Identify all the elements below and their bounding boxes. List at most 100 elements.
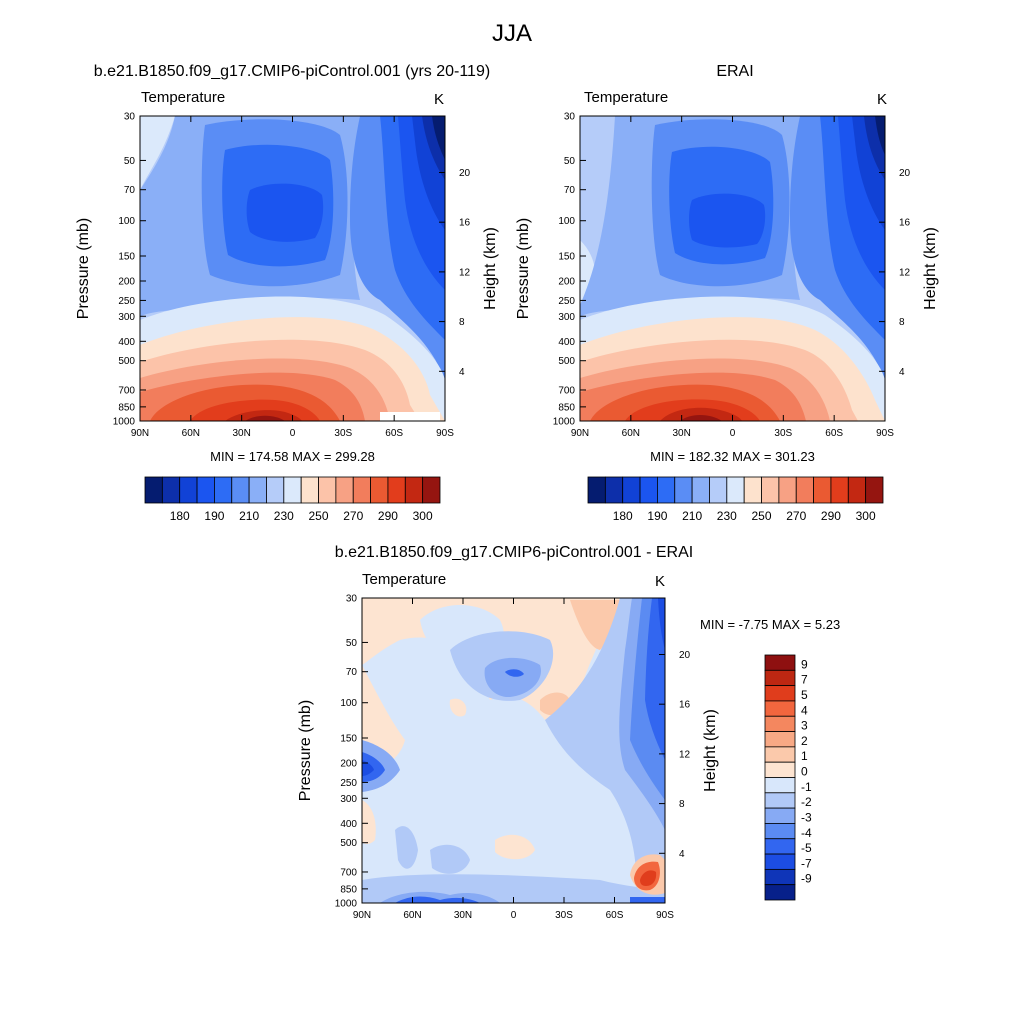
x-tick-label: 90N [353, 910, 371, 921]
colorbar-swatch [161, 476, 181, 504]
y-tick-label: 500 [118, 356, 135, 367]
colorbar-label: -2 [801, 795, 812, 809]
colorbar-swatch [622, 476, 641, 504]
x-tick-label: 30N [232, 428, 250, 439]
panel2-contour-plot: 90N 60N 30N 0 30S 60S 90S 30 50 70 100 150 200 250 300… [515, 112, 939, 440]
colorbar-swatch [764, 838, 796, 855]
y-tick-label: 850 [340, 884, 357, 895]
colorbar-label: 2 [801, 734, 808, 748]
colorbar-swatch [144, 476, 163, 504]
y-tick-label: 30 [564, 112, 576, 123]
x-tick-label: 90S [656, 910, 674, 921]
x-tick-label: 30S [334, 428, 352, 439]
x-tick-label: 60N [182, 428, 200, 439]
y2-tick-label: 4 [899, 367, 905, 378]
x-tick-label: 60S [825, 428, 843, 439]
panel3-title: b.e21.B1850.f09_g17.CMIP6-piControl.001 … [334, 544, 694, 561]
colorbar-swatch [764, 868, 796, 886]
colorbar-swatch [726, 476, 745, 504]
colorbar-swatch [587, 476, 606, 504]
colorbar-label: 300 [856, 509, 876, 523]
x-tick-label: 90S [876, 428, 894, 439]
y-axis-label: Pressure (mb) [75, 218, 92, 319]
panel2-title: ERAI [716, 63, 754, 80]
colorbar-label: 3 [801, 719, 808, 733]
panel3-contour-plot: 90N 60N 30N 0 30S 60S 90S 30 50 70 100 150 200 250 300… [297, 594, 719, 922]
colorbar-label: -1 [801, 780, 812, 794]
colorbar-swatch [830, 476, 849, 504]
panel1-contour-plot: 90N 60N 30N 0 30S 60S 90S 30 50 70 100 150 200 250 300… [75, 112, 499, 440]
colorbar-swatch [813, 476, 832, 504]
colorbar-label: 270 [786, 509, 806, 523]
colorbar-label: 0 [801, 765, 808, 779]
panel1-units-label: K [434, 91, 445, 108]
colorbar-label: 180 [170, 509, 190, 523]
colorbar-label: -7 [801, 856, 812, 870]
y-tick-label: 1000 [113, 417, 136, 428]
colorbar-label: -3 [801, 810, 812, 824]
y2-axis-label: Height (km) [482, 227, 499, 310]
colorbar-swatch [764, 731, 796, 748]
colorbar-swatch [387, 476, 406, 504]
y2-tick-label: 20 [899, 168, 911, 179]
colorbar-swatch [778, 476, 797, 504]
colorbar-swatch [674, 476, 693, 504]
panel1-title: b.e21.B1850.f09_g17.CMIP6-piControl.001 … [93, 63, 491, 80]
panel3-variable-label: Temperature [362, 571, 447, 588]
colorbar-swatch [657, 476, 676, 504]
y-tick-label: 100 [558, 216, 575, 227]
colorbar-swatch [764, 685, 796, 702]
colorbar-swatch [764, 884, 796, 901]
colorbar-label: 210 [682, 509, 702, 523]
x-tick-label: 0 [511, 910, 517, 921]
y-tick-label: 400 [558, 337, 575, 348]
colorbar-label: -5 [801, 841, 812, 855]
colorbar-swatch [795, 476, 814, 504]
y-tick-label: 700 [558, 385, 575, 396]
y2-tick-label: 12 [679, 749, 691, 760]
y2-axis-label: Height (km) [702, 709, 719, 792]
y-tick-label: 70 [564, 185, 576, 196]
colorbar-swatch [422, 476, 441, 504]
panel2-min-max: MIN = 182.32 MAX = 301.23 [650, 449, 815, 464]
y-tick-label: 200 [558, 277, 575, 288]
y-tick-label: 1000 [335, 899, 358, 910]
colorbar-swatch [764, 792, 796, 809]
colorbar-swatch [691, 476, 710, 504]
colorbar-swatch [179, 476, 198, 504]
y-tick-label: 150 [558, 251, 575, 262]
colorbar-swatch [764, 777, 796, 794]
y2-tick-label: 12 [899, 267, 911, 278]
y-tick-label: 400 [118, 337, 135, 348]
y-tick-label: 30 [124, 112, 136, 123]
colorbar-swatch [231, 476, 250, 504]
x-tick-label: 60S [385, 428, 403, 439]
y2-tick-label: 8 [459, 317, 465, 328]
y2-tick-label: 8 [899, 317, 905, 328]
colorbar-swatch [300, 476, 319, 504]
x-tick-label: 30N [454, 910, 472, 921]
y-tick-label: 50 [124, 156, 136, 167]
colorbar-swatch [318, 476, 337, 504]
x-tick-label: 90S [436, 428, 454, 439]
panel2-variable-label: Temperature [584, 89, 669, 106]
x-tick-label: 60N [622, 428, 640, 439]
y2-tick-label: 12 [459, 267, 471, 278]
colorbar-swatch [764, 823, 796, 840]
y-tick-label: 300 [118, 312, 135, 323]
y2-tick-label: 8 [679, 799, 685, 810]
colorbar-swatch [352, 476, 371, 504]
y-tick-label: 150 [118, 251, 135, 262]
colorbar-label: 230 [274, 509, 294, 523]
y2-tick-label: 20 [459, 168, 471, 179]
colorbar-label: 290 [378, 509, 398, 523]
colorbar-swatch [404, 476, 424, 504]
colorbar-swatch [764, 654, 796, 671]
colorbar-swatch [764, 746, 796, 763]
y-tick-label: 200 [340, 759, 357, 770]
x-tick-label: 30N [672, 428, 690, 439]
colorbar-swatch [248, 476, 267, 504]
x-tick-label: 30S [555, 910, 573, 921]
colorbar-swatch [743, 476, 762, 504]
